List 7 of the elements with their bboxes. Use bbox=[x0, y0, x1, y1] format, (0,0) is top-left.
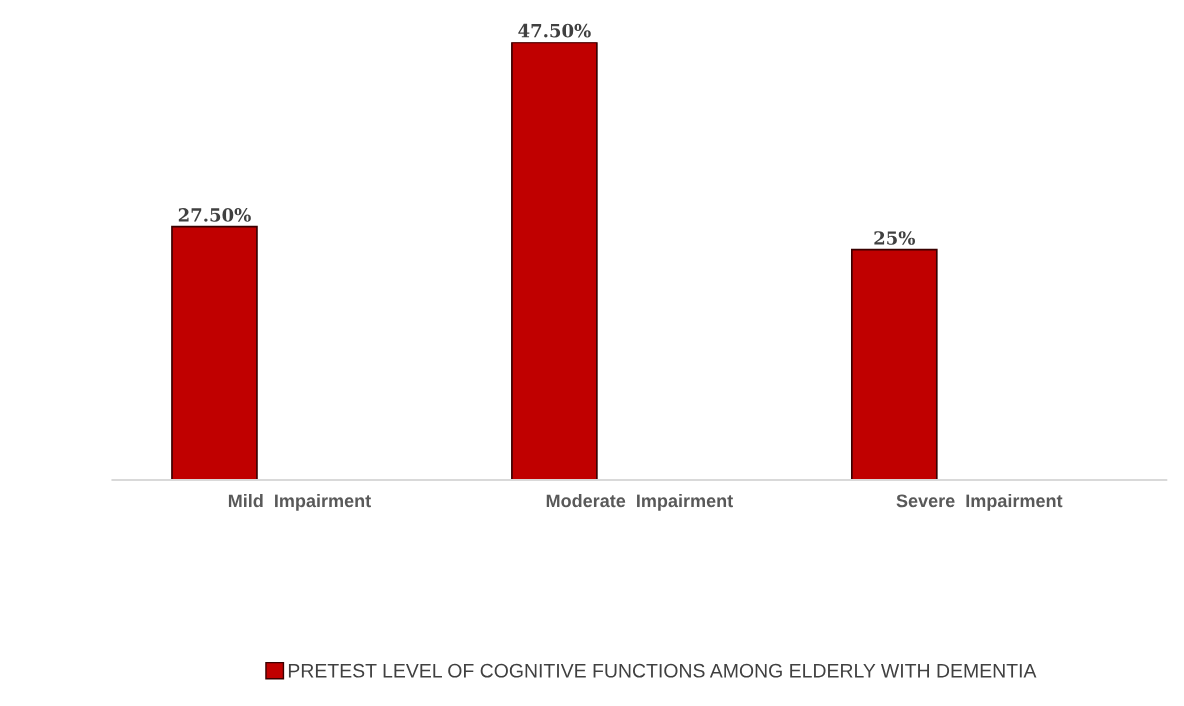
x-tick-label: Moderate Impairment bbox=[546, 493, 733, 511]
data-label: 27.50% bbox=[178, 208, 251, 222]
data-label: 47.50% bbox=[518, 23, 591, 38]
legend-label: PRETEST LEVEL OF COGNITIVE FUNCTIONS AMONG ELDERLY WITH DEMENTIA bbox=[288, 663, 1037, 678]
data-label: 25% bbox=[874, 231, 915, 245]
x-tick-label: Mild Impairment bbox=[228, 493, 371, 511]
x-tick-label: Severe Impairment bbox=[896, 493, 1063, 511]
